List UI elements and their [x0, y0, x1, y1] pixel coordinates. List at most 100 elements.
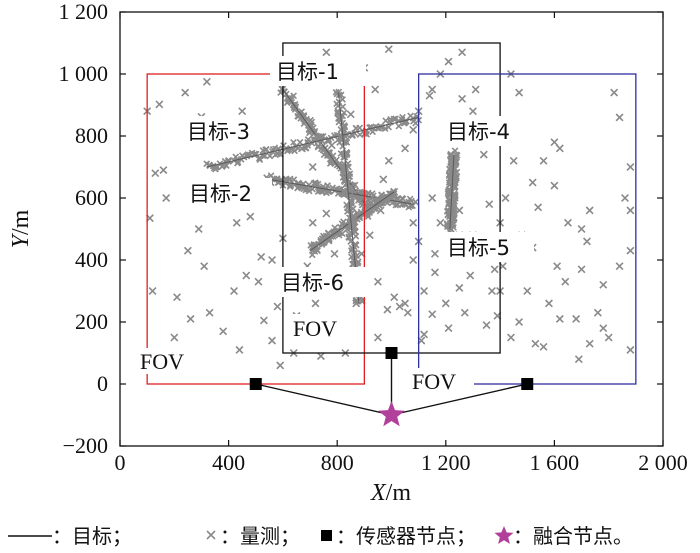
- x-tick-label: 0: [115, 450, 126, 475]
- target-measurement: [334, 107, 342, 115]
- clutter-point: [401, 144, 410, 153]
- clutter-point: [561, 277, 570, 286]
- target-label-2-text: 目标-2: [189, 182, 252, 206]
- clutter-point: [242, 271, 251, 280]
- nodes: [249, 347, 534, 427]
- clutter-point: [159, 166, 168, 175]
- fov-label-right: FOV: [408, 368, 474, 394]
- legend-cross-symbol: [206, 530, 216, 540]
- clutter-point: [395, 302, 404, 311]
- clutter-point: [373, 277, 382, 286]
- target-measurement: [452, 176, 459, 184]
- clutter-point: [365, 231, 374, 240]
- target-label-1: 目标-1: [270, 56, 366, 86]
- clutter-point: [330, 249, 339, 258]
- target-measurement: [340, 218, 347, 226]
- clutter-point: [409, 256, 418, 264]
- clutter-point: [170, 333, 179, 342]
- clutter-point: [460, 308, 469, 317]
- target-measurement: [356, 131, 364, 139]
- clutter-point: [276, 361, 285, 370]
- clutter-point: [534, 203, 543, 212]
- clutter-point: [311, 299, 320, 308]
- fov-label-right-text: FOV: [412, 369, 456, 394]
- target-measurement: [342, 137, 350, 145]
- clutter-point: [490, 265, 499, 274]
- fov-label-middle: FOV: [288, 314, 354, 341]
- target-measurement: [412, 198, 419, 206]
- clutter-point: [259, 316, 268, 325]
- clutter-point: [403, 308, 412, 317]
- target-measurement: [451, 191, 459, 199]
- clutter-point: [308, 218, 317, 227]
- clutter-point: [585, 206, 594, 215]
- target-measurement: [376, 197, 383, 205]
- clutter-point: [585, 339, 594, 348]
- clutter-point: [626, 206, 635, 215]
- clutter-point: [200, 262, 209, 271]
- sensor-node-1: [249, 378, 262, 390]
- target-path: [449, 154, 455, 230]
- target-measurement: [290, 176, 298, 184]
- clutter-point: [555, 314, 564, 323]
- clutter-point: [626, 246, 635, 255]
- clutter-point: [577, 265, 586, 274]
- target-measurement: [401, 118, 409, 125]
- target-label-5-text: 目标-5: [447, 236, 510, 260]
- clutter-point: [539, 342, 548, 351]
- x-tick-label: 1 200: [421, 450, 471, 475]
- clutter-point: [555, 144, 564, 153]
- clutter-point: [257, 252, 266, 261]
- y-axis-label-unit: /m: [8, 209, 34, 235]
- fusion-node: [378, 401, 405, 427]
- target-measurement: [345, 233, 353, 241]
- clutter-point: [420, 330, 429, 339]
- target-measurement: [255, 154, 263, 162]
- fov-label-middle-text: FOV: [293, 316, 337, 341]
- clutter-point: [528, 178, 537, 187]
- target-measurement: [390, 115, 398, 123]
- clutter-point: [162, 194, 171, 202]
- x-tick-label: 800: [321, 450, 354, 475]
- target-label-3: 目标-3: [184, 116, 276, 146]
- clutter-point: [593, 308, 602, 317]
- clutter-point: [482, 321, 491, 330]
- clutter-point: [441, 299, 450, 308]
- clutter-point: [444, 57, 453, 66]
- target-measurement: [333, 100, 341, 108]
- fov-label-left: FOV: [138, 348, 198, 374]
- clutter-point: [531, 339, 540, 348]
- clutter-point: [574, 355, 583, 364]
- target-measurement: [352, 124, 360, 132]
- target-measurement: [343, 179, 351, 187]
- target-track-6: [332, 88, 366, 305]
- target-path: [206, 116, 419, 168]
- target-measurement: [345, 163, 352, 171]
- sensor-link-3: [391, 383, 528, 416]
- y-tick-label: 600: [75, 185, 108, 210]
- clutter-point: [346, 110, 355, 119]
- clutter-point: [583, 237, 591, 246]
- target-measurement: [390, 190, 398, 198]
- y-tick-label: 400: [75, 247, 108, 272]
- target-measurement: [266, 152, 274, 160]
- clutter-point: [183, 246, 192, 255]
- target-measurement: [294, 113, 302, 120]
- y-axis-label: Y/m: [8, 209, 34, 248]
- clutter-point: [626, 345, 635, 354]
- x-axis-label-unit: /m: [386, 480, 412, 506]
- clutter-point: [615, 113, 624, 122]
- y-tick-label: 0: [97, 371, 108, 396]
- clutter-point: [545, 299, 553, 308]
- clutter-point: [401, 299, 410, 308]
- clutter-point: [599, 324, 608, 333]
- clutter-point: [151, 169, 160, 178]
- clutter-point: [202, 77, 211, 86]
- target-measurement: [351, 129, 358, 137]
- target-measurement: [305, 187, 313, 195]
- target-measurement: [346, 220, 354, 228]
- clutter-point: [515, 88, 524, 97]
- y-tick-label: −200: [63, 433, 108, 458]
- clutter-point: [322, 48, 331, 57]
- y-tick-label: 200: [75, 309, 108, 334]
